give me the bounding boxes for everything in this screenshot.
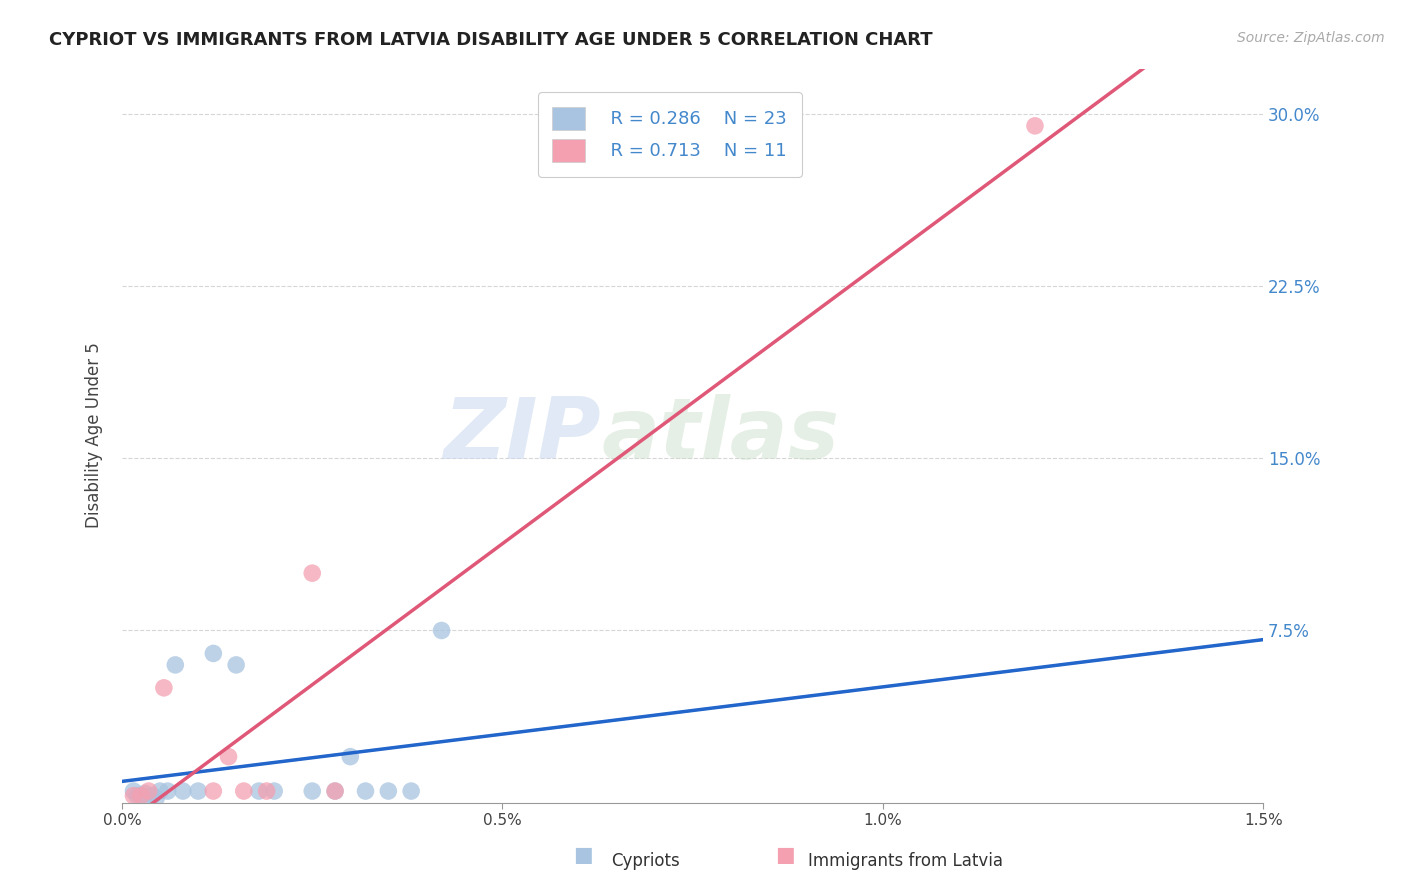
Point (202, 647, 225, 661)
Point (1024, 119, 1046, 133)
Point (172, 784, 194, 798)
Text: ■: ■ (775, 846, 794, 865)
Point (187, 784, 209, 798)
Point (202, 784, 225, 798)
Point (138, 784, 160, 798)
Point (323, 784, 346, 798)
Point (156, 784, 179, 798)
Point (323, 784, 346, 798)
Point (129, 789, 152, 803)
Text: ZIP: ZIP (444, 394, 602, 477)
Point (145, 791, 167, 805)
Point (232, 784, 254, 798)
Point (138, 791, 160, 805)
Point (127, 789, 149, 803)
Text: CYPRIOT VS IMMIGRANTS FROM LATVIA DISABILITY AGE UNDER 5 CORRELATION CHART: CYPRIOT VS IMMIGRANTS FROM LATVIA DISABI… (49, 31, 932, 49)
Point (256, 784, 278, 798)
Point (225, 657, 247, 672)
Point (430, 624, 453, 638)
Text: atlas: atlas (602, 394, 839, 477)
Text: Source: ZipAtlas.com: Source: ZipAtlas.com (1237, 31, 1385, 45)
Point (339, 749, 361, 764)
Text: Immigrants from Latvia: Immigrants from Latvia (808, 852, 1004, 870)
Point (122, 784, 145, 798)
Point (122, 789, 145, 803)
Point (263, 784, 285, 798)
Point (301, 784, 323, 798)
Point (354, 784, 377, 798)
Point (247, 784, 270, 798)
Point (149, 784, 172, 798)
Text: Cypriots: Cypriots (612, 852, 681, 870)
Point (377, 784, 399, 798)
Y-axis label: Disability Age Under 5: Disability Age Under 5 (86, 343, 103, 528)
Point (153, 681, 176, 695)
Point (218, 749, 240, 764)
Point (301, 566, 323, 581)
Point (165, 657, 187, 672)
Text: ■: ■ (574, 846, 593, 865)
Point (129, 789, 152, 803)
Point (141, 789, 163, 803)
Point (399, 784, 422, 798)
Point (134, 786, 156, 800)
